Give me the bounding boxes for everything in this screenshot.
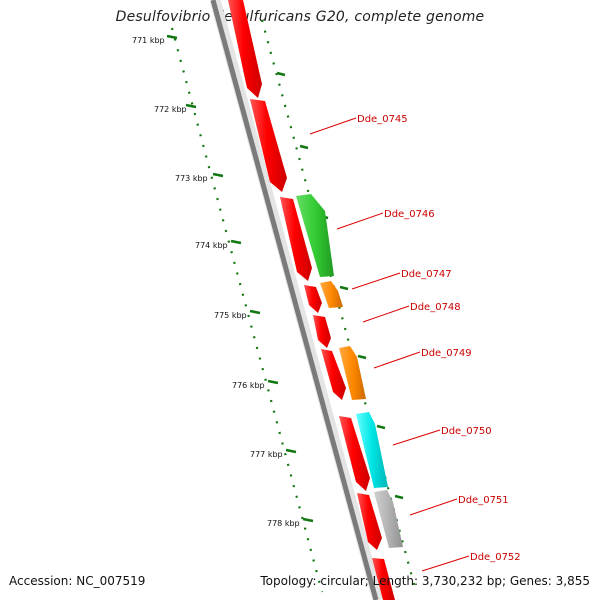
leader-line-dde-0749 xyxy=(373,351,421,369)
gene-label-dde-0747[interactable]: Dde_0747 xyxy=(401,269,452,280)
kbp-label-777: 777 kbp xyxy=(250,450,283,459)
kbp-label-772: 772 kbp xyxy=(154,105,187,114)
kbp-tick-778 xyxy=(302,517,314,523)
kbp-label-778: 778 kbp xyxy=(267,519,300,528)
gene-label-dde-0749[interactable]: Dde_0749 xyxy=(421,348,472,359)
accession-text: Accession: NC_007519 xyxy=(9,574,146,588)
kbp-tick-775 xyxy=(249,309,261,315)
gene-arrow-forward[interactable] xyxy=(356,412,388,488)
gene-arrow-forward[interactable] xyxy=(339,346,366,400)
gene-arrow-reverse[interactable] xyxy=(250,99,287,192)
kbp-label-773: 773 kbp xyxy=(175,174,208,183)
kbp-tick-772 xyxy=(185,103,197,109)
leader-line-dde-0748 xyxy=(362,305,410,323)
gene-arrow-reverse[interactable] xyxy=(339,416,370,491)
gene-label-dde-0751[interactable]: Dde_0751 xyxy=(458,495,509,506)
kbp-tick-777 xyxy=(285,448,297,454)
gene-arrow-reverse[interactable] xyxy=(321,349,346,400)
leader-line-dde-0747 xyxy=(351,272,401,290)
gene-label-dde-0745[interactable]: Dde_0745 xyxy=(357,114,408,125)
outer-tick xyxy=(339,285,349,291)
kbp-label-771: 771 kbp xyxy=(132,36,165,45)
gene-arrow-reverse[interactable] xyxy=(304,285,322,313)
leader-line-dde-0750 xyxy=(392,429,441,446)
gene-arrow-forward[interactable] xyxy=(296,194,334,277)
gene-label-dde-0748[interactable]: Dde_0748 xyxy=(410,302,461,313)
gene-arrow-reverse[interactable] xyxy=(280,197,312,281)
kbp-tick-773 xyxy=(212,172,224,178)
kbp-label-776: 776 kbp xyxy=(232,381,265,390)
gene-label-dde-0752[interactable]: Dde_0752 xyxy=(470,552,521,563)
gene-arrow-forward[interactable] xyxy=(320,281,343,308)
outer-tick xyxy=(394,494,404,500)
kbp-label-774: 774 kbp xyxy=(195,241,228,250)
kbp-label-775: 775 kbp xyxy=(214,311,247,320)
gene-arrow-reverse[interactable] xyxy=(228,0,262,98)
leader-line-dde-0745 xyxy=(309,117,357,135)
outer-tick xyxy=(357,354,367,360)
gene-label-dde-0746[interactable]: Dde_0746 xyxy=(384,209,435,220)
gene-arrow-reverse[interactable] xyxy=(313,315,331,348)
leader-line-dde-0751 xyxy=(409,498,458,516)
outer-tick xyxy=(299,144,309,150)
topology-info-text: Topology: circular; Length: 3,730,232 bp… xyxy=(260,574,590,588)
kbp-tick-774 xyxy=(230,239,242,245)
leader-line-dde-0746 xyxy=(336,212,384,230)
outer-tick xyxy=(276,71,286,77)
gene-arrow-forward[interactable] xyxy=(374,490,403,548)
gene-arrow-reverse[interactable] xyxy=(357,493,382,550)
gene-arrow-reverse[interactable] xyxy=(372,558,395,600)
genome-backbone xyxy=(210,0,379,600)
gene-label-dde-0750[interactable]: Dde_0750 xyxy=(441,426,492,437)
outer-tick xyxy=(376,424,386,430)
map-title: Desulfovibrio desulfuricans G20, complet… xyxy=(115,9,485,25)
leader-line-dde-0752 xyxy=(421,555,470,572)
kbp-tick-771 xyxy=(166,34,178,40)
kbp-tick-776 xyxy=(267,379,279,385)
